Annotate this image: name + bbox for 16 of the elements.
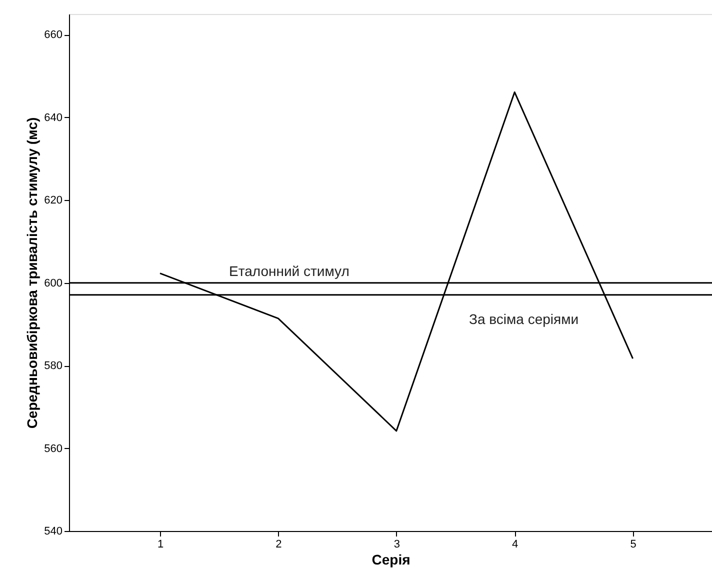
- y-tick-label: 600: [44, 277, 62, 290]
- ref-line-label: Еталонний стимул: [229, 262, 350, 279]
- y-tick-label: 660: [44, 29, 62, 42]
- y-tick-label: 620: [44, 194, 62, 207]
- x-tick-label: 3: [394, 538, 400, 550]
- x-tick-label: 4: [512, 538, 518, 550]
- y-tick-label: 640: [44, 112, 62, 124]
- y-tick-label: 560: [44, 442, 62, 455]
- x-tick-label: 5: [630, 538, 636, 550]
- x-axis-title: Серія: [372, 552, 410, 568]
- y-tick-label: 540: [44, 526, 62, 538]
- x-tick-label: 2: [276, 538, 282, 550]
- ref-line-label: За всіма серіями: [469, 310, 579, 327]
- y-axis-title: Середньовибіркова тривалість стимулу (мс): [24, 117, 40, 429]
- x-tick-label: 1: [157, 538, 164, 550]
- y-tick-label: 580: [44, 360, 62, 372]
